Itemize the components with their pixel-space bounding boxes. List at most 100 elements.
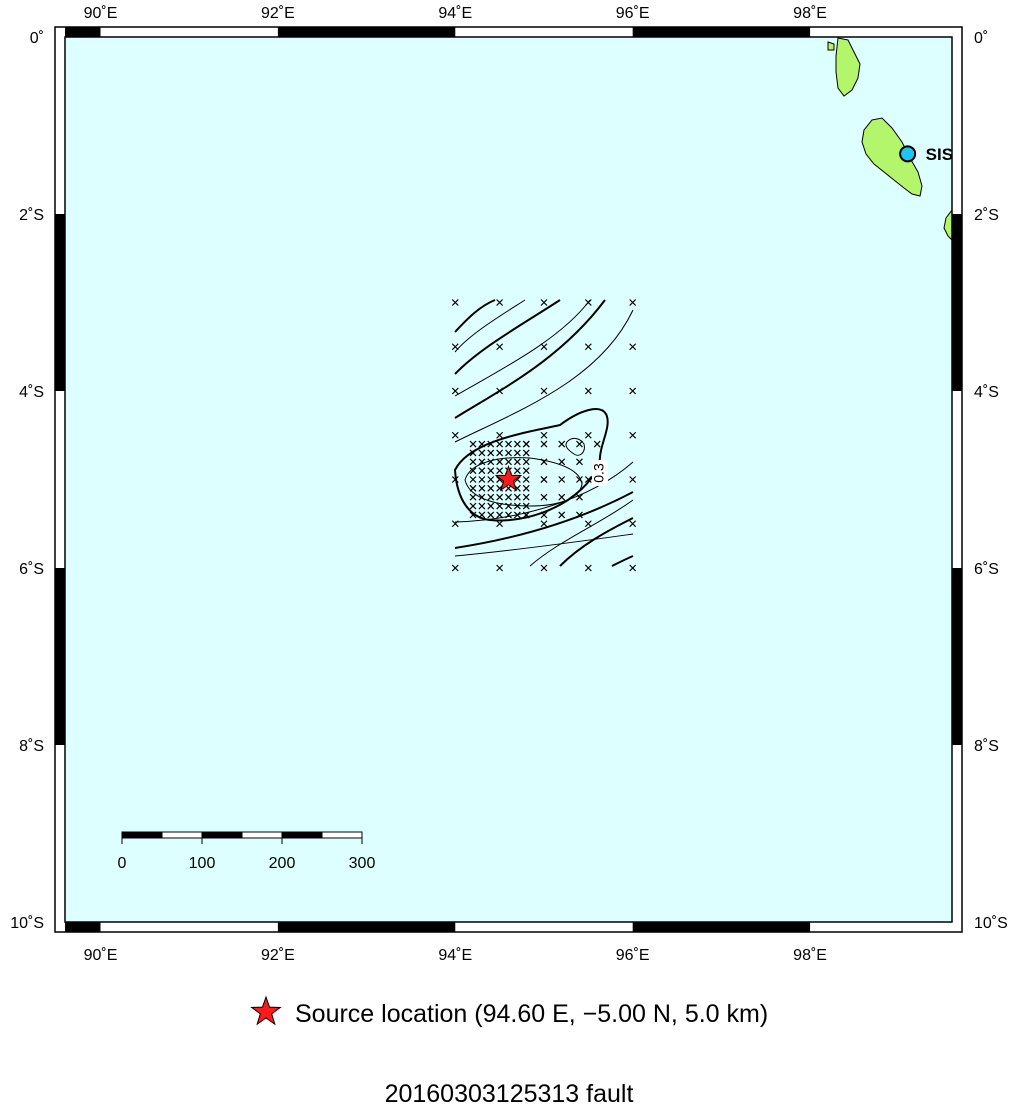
contour-thin [454,299,591,397]
grid-point [496,520,504,528]
grid-point [522,476,530,483]
axis-tick-labels: 90˚E 90˚E 92˚E 92˚E 94˚E 94˚E 96˚E 96˚E 98˚E 98˚E… [10,5,1008,964]
grid-point [540,387,548,395]
grid-point [584,564,592,572]
grid-point [558,458,566,466]
land-masses [827,37,952,241]
grid-point [629,387,637,395]
lon-tick-label-top: 98˚E [793,5,827,22]
lon-tick-label-bottom: 94˚E [438,947,472,964]
figure-title: 20160303125313 fault [385,1080,634,1108]
grid-point [522,484,530,492]
contour-thin [454,309,634,443]
grid-point [584,476,592,483]
lat-tick-label-right: 0˚ [974,30,988,47]
lat-tick-label-right: 6˚S [974,561,999,578]
grid-point [451,431,459,439]
contour-bold [611,555,634,567]
lat-tick-label-right: 2˚S [974,207,999,224]
grid-point [584,299,592,306]
grid-point [522,502,530,510]
grid-point [540,343,548,351]
grid-point [469,502,477,510]
scale-bar-label: 200 [269,855,296,872]
grid-point [540,520,548,528]
grid-point [496,387,504,395]
grid-point [513,502,521,510]
lon-tick-label-bottom: 98˚E [793,947,827,964]
scale-bar-segment [281,831,323,839]
grid-point [478,493,486,501]
grid-points [451,299,637,572]
grid-point [469,440,477,448]
contour-bold [454,491,634,549]
lon-tick-label-bottom: 96˚E [616,947,650,964]
frame-bar [632,922,811,932]
grid-point [487,458,495,466]
sumatra-coast [943,209,952,241]
grid-point [469,484,477,492]
frame-bar [65,922,101,932]
grid-point [487,467,495,475]
grid-point [584,431,592,439]
grid-point [496,467,504,475]
legend: Source location (94.60 E, −5.00 N, 5.0 k… [250,995,768,1028]
scale-bar-segment [121,831,163,839]
grid-point [451,520,459,528]
grid-point [584,520,592,528]
grid-point [478,440,486,448]
lon-tick-label-top: 96˚E [616,5,650,22]
grid-point [540,476,548,483]
grid-point [558,476,566,483]
frame-bar [952,568,962,745]
frame-bar [55,568,65,745]
grid-point [576,458,583,466]
map-frame [54,26,963,933]
grid-point [576,476,583,483]
lat-tick-label-left: 0˚ [30,30,44,47]
grid-point [496,564,504,572]
grid-point [540,564,548,572]
grid-point [576,440,583,448]
grid-point [478,484,486,492]
grid-point [451,343,459,351]
grid-point [593,440,601,448]
grid-point [487,493,495,501]
grid-point [496,440,504,448]
scale-bar-segment [161,831,203,839]
scale-bar-label: 0 [118,855,127,872]
grid-point [505,440,512,448]
grid-point [496,431,504,439]
frame-bar [952,214,962,391]
scale-bar-segment [321,831,363,839]
contour-thin [464,457,583,507]
contour-label: 0.3 [591,463,607,483]
north-islands [835,37,861,97]
scale-bar-label: 300 [349,855,376,872]
grid-point [540,440,548,448]
scale-bar: 0 100 200 300 [118,831,376,872]
grid-point [469,476,477,483]
grid-point [558,440,566,448]
lon-tick-label-top: 90˚E [84,5,118,22]
grid-point [496,343,504,351]
grid-point [451,299,459,306]
grid-point [513,493,521,501]
frame-inner [64,36,953,923]
grid-point [496,458,504,466]
grid-point [478,502,486,510]
lat-tick-label-right: 8˚S [974,738,999,755]
grid-point [629,343,637,351]
grid-point [487,476,495,483]
grid-point [487,440,495,448]
scale-bar-segment [201,831,243,839]
frame-bar [277,922,456,932]
grid-point [505,511,512,519]
lon-tick-label-bottom: 90˚E [84,947,118,964]
grid-point [513,458,521,466]
frame-bar [55,214,65,391]
lon-tick-label-bottom: 92˚E [261,947,295,964]
grid-point [629,476,637,483]
grid-point [505,458,512,466]
grid-point [513,449,521,457]
